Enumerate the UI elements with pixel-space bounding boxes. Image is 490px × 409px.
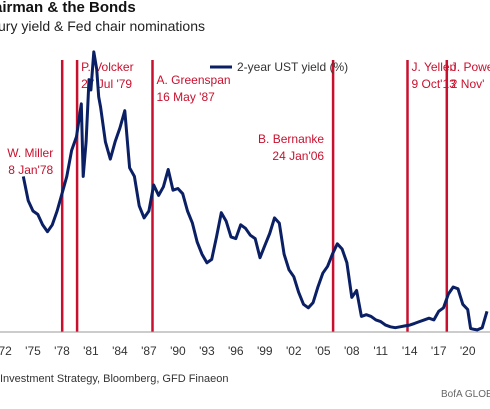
x-tick-label: '81 bbox=[83, 344, 99, 358]
annotation-name: J. Yellen bbox=[412, 60, 457, 74]
x-tick-label: '08 bbox=[344, 344, 360, 358]
annotation-date: 16 May '87 bbox=[157, 90, 216, 104]
annotation-date: 24 Jan'06 bbox=[272, 149, 324, 163]
x-tick-label: '87 bbox=[141, 344, 157, 358]
legend: 2-year UST yield (%) bbox=[210, 60, 348, 74]
x-tick-label: '75 bbox=[25, 344, 41, 358]
x-tick-label: '72 bbox=[0, 344, 12, 358]
chart-subtitle: ury yield & Fed chair nominations bbox=[0, 18, 205, 34]
x-tick-label: '11 bbox=[373, 344, 388, 358]
brand-mark: BofA GLOE bbox=[441, 389, 490, 400]
x-tick-label: '96 bbox=[228, 344, 244, 358]
x-tick-label: '02 bbox=[286, 344, 302, 358]
source-note: Investment Strategy, Bloomberg, GFD Fina… bbox=[0, 373, 229, 385]
x-tick-label: '05 bbox=[315, 344, 331, 358]
x-tick-label: '20 bbox=[460, 344, 476, 358]
x-axis: '72 '75 '78 '81 '84 '87 '90 '93 '96 '99 '02 '05 '08 '… bbox=[0, 331, 490, 358]
annotation-name: W. Miller bbox=[7, 146, 53, 160]
annotation-date: 9 Oct'13 bbox=[412, 77, 457, 91]
annotation-name: B. Bernanke bbox=[258, 132, 324, 146]
annotation-name: A. Greenspan bbox=[157, 73, 231, 87]
x-tick-label: '93 bbox=[199, 344, 215, 358]
annotation-date: 2 Nov' bbox=[451, 77, 485, 91]
annotation-date: 8 Jan'78 bbox=[8, 163, 53, 177]
chart-title: airman & the Bonds bbox=[0, 0, 136, 16]
x-tick-label: '84 bbox=[112, 344, 128, 358]
yield-series-line bbox=[21, 50, 489, 332]
annotation-name: J. Powe bbox=[451, 60, 490, 74]
annotation-name: P. Volcker bbox=[81, 60, 133, 74]
legend-label: 2-year UST yield (%) bbox=[237, 60, 348, 74]
annotation-date: 27 Jul '79 bbox=[81, 77, 132, 91]
x-tick-label: '14 bbox=[402, 344, 418, 358]
x-tick-label: '17 bbox=[431, 344, 447, 358]
x-tick-label: '99 bbox=[257, 344, 273, 358]
series-layer bbox=[21, 50, 489, 332]
nomination-lines: W. Miller 8 Jan'78 P. Volcker 27 Jul '79 A. … bbox=[7, 60, 490, 332]
x-tick-label: '78 bbox=[54, 344, 70, 358]
x-tick-label: '90 bbox=[170, 344, 186, 358]
